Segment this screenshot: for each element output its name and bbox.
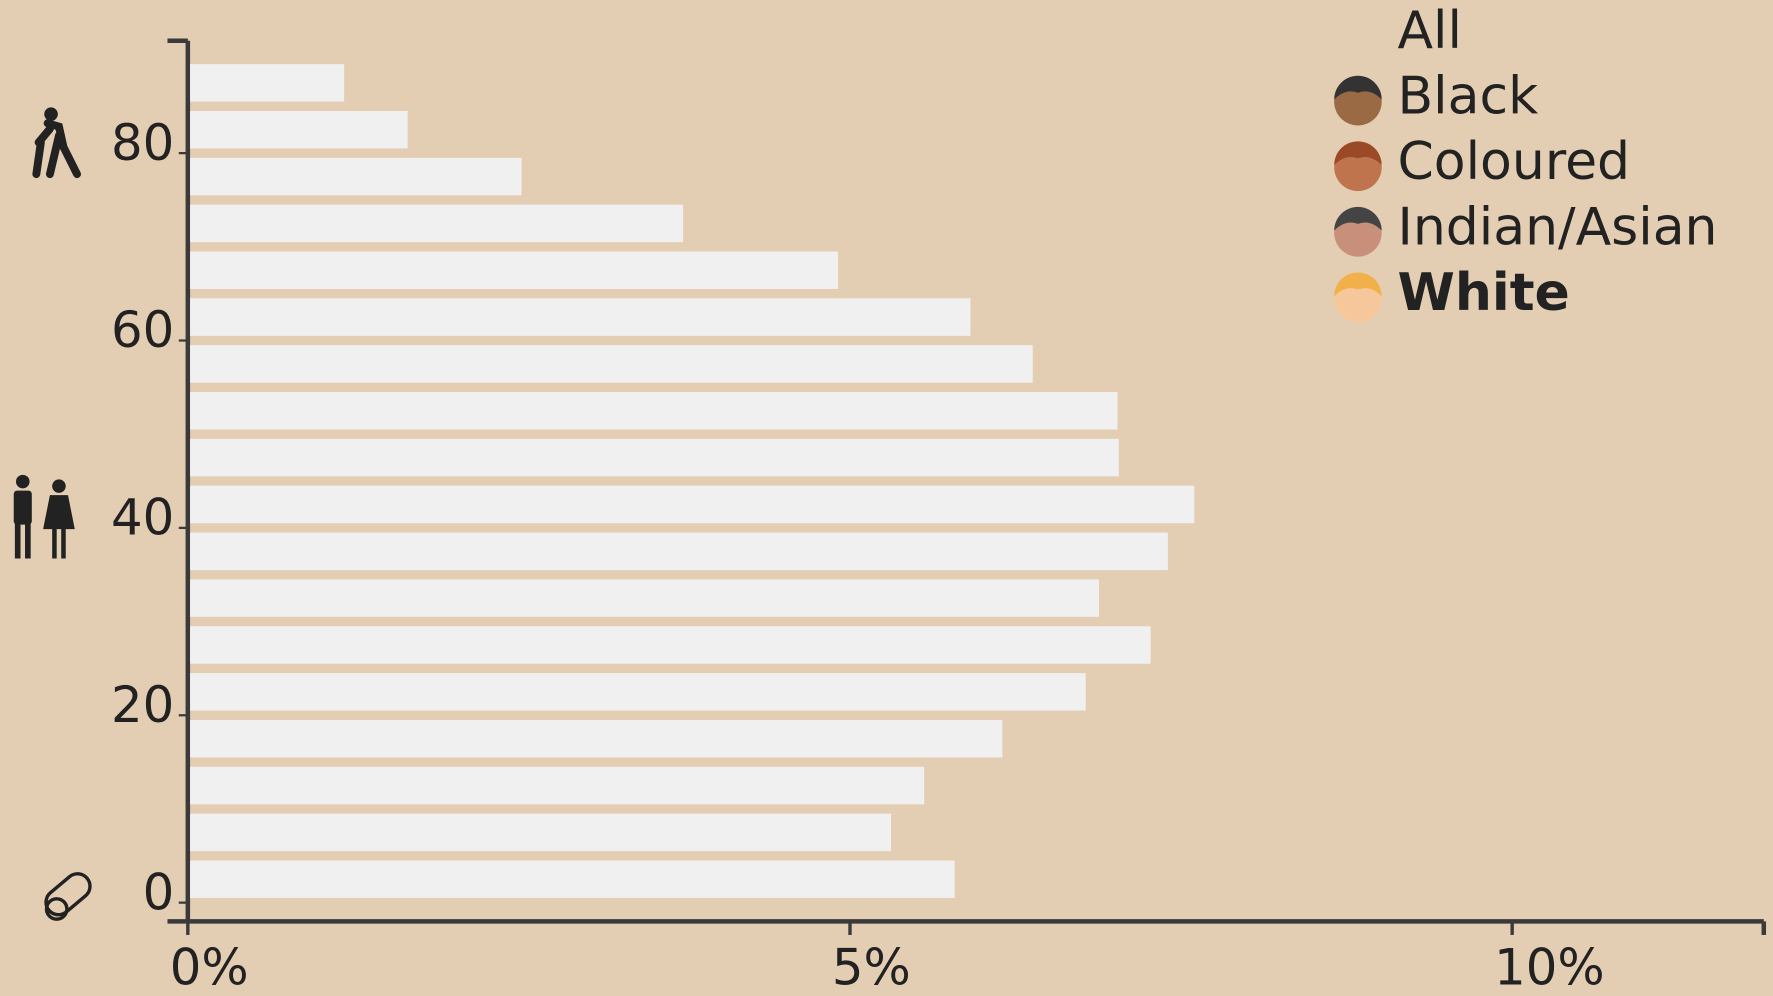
adults-icon <box>13 474 75 559</box>
legend-hair <box>1334 141 1382 166</box>
bar <box>190 438 1119 477</box>
legend-hair <box>1334 272 1382 297</box>
bar <box>190 813 892 852</box>
legend-item: Black <box>1398 66 1539 126</box>
bar <box>190 157 522 196</box>
legend-hair <box>1334 75 1382 100</box>
bar <box>190 110 408 149</box>
x-tick-label: 0% <box>170 939 249 996</box>
bar <box>190 392 1118 430</box>
y-tick-label: 0 <box>143 863 175 921</box>
bar <box>190 204 684 243</box>
y-tick-label: 40 <box>111 489 174 547</box>
x-tick-label: 5% <box>832 939 911 996</box>
x-tick-label: 10% <box>1494 939 1605 996</box>
legend-hair <box>1334 206 1382 231</box>
y-tick-label: 20 <box>111 676 174 734</box>
bar <box>190 766 925 805</box>
bar <box>190 860 955 898</box>
bar <box>190 626 1151 664</box>
legend-item: White <box>1398 263 1570 323</box>
bar <box>190 251 839 289</box>
legend-item: All <box>1398 1 1462 61</box>
bar <box>190 579 1099 617</box>
bar <box>190 532 1168 571</box>
legend-item: Indian/Asian <box>1398 198 1718 258</box>
y-tick-label: 80 <box>111 114 174 172</box>
baby-icon <box>44 872 92 921</box>
bar <box>190 485 1195 524</box>
bar <box>190 345 1033 383</box>
bar <box>190 673 1086 711</box>
y-tick-label: 60 <box>111 301 174 359</box>
bar <box>190 298 971 336</box>
bar <box>190 719 1003 758</box>
elderly-icon <box>32 107 81 179</box>
legend-item: Coloured <box>1398 132 1631 192</box>
bar <box>190 64 345 102</box>
